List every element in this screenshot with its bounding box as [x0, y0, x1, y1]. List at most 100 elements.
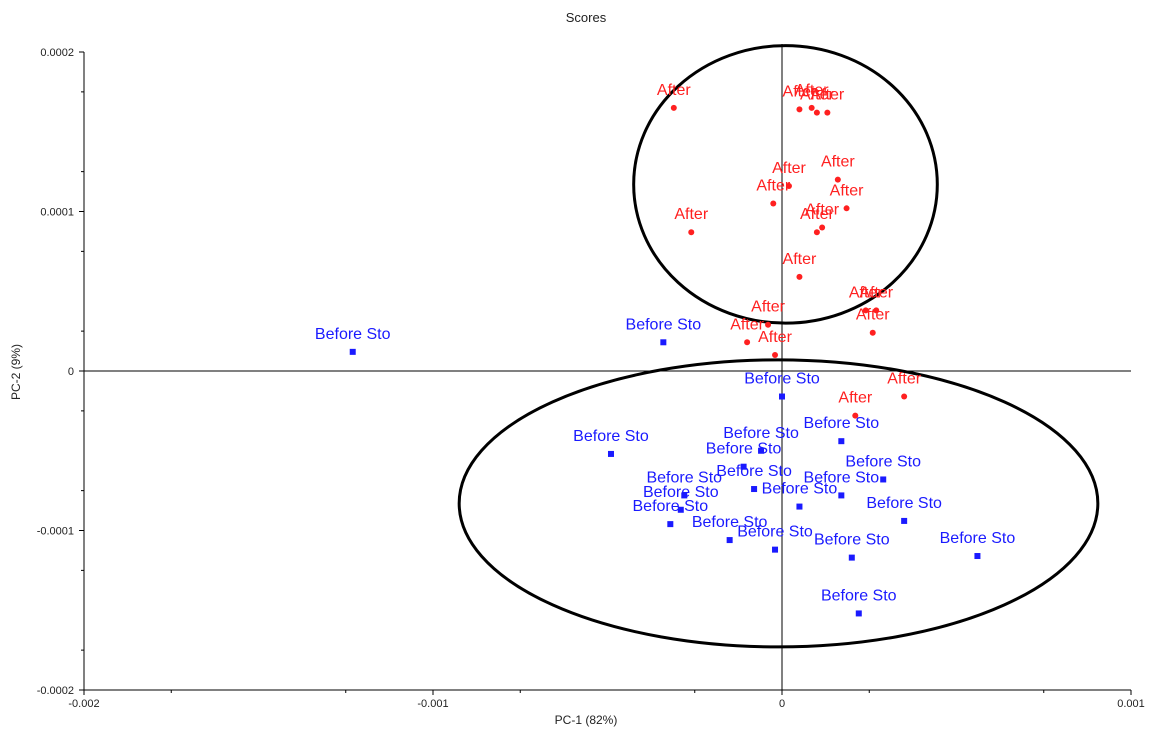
before-point-label: Before Sto	[626, 316, 702, 333]
after-point	[688, 229, 695, 236]
after-point	[770, 200, 777, 207]
after-point-label: After	[800, 206, 834, 223]
axes	[79, 44, 1132, 695]
before-point-label: Before Sto	[716, 463, 792, 480]
after-point	[819, 224, 826, 231]
before-point-label: Before Sto	[315, 326, 391, 343]
after-point-label: After	[730, 316, 764, 333]
after-point-label: After	[800, 87, 834, 104]
before-point-label: Before Sto	[821, 587, 897, 604]
before-point	[779, 393, 785, 400]
after-point	[873, 307, 880, 314]
after-point	[744, 339, 751, 346]
before-point-label: Before Sto	[744, 371, 820, 388]
before-point-label: Before Sto	[804, 415, 880, 432]
x-axis-label: PC-1 (82%)	[555, 713, 618, 727]
before-point	[607, 450, 614, 457]
after-point-label: After	[795, 82, 829, 99]
group-ellipses	[457, 44, 1100, 649]
after-point	[852, 412, 859, 419]
x-tick-label: -0.001	[417, 698, 448, 710]
after-point-label: After	[838, 390, 872, 407]
after-point	[901, 393, 908, 400]
after-point-label: After	[805, 201, 839, 218]
before-point	[758, 447, 765, 454]
before-point-label: Before Sto	[814, 532, 890, 549]
before-point	[751, 486, 758, 493]
after-point	[813, 229, 820, 236]
after-point-label: After	[810, 87, 844, 104]
after-point	[796, 106, 803, 113]
after-point-label: After	[887, 371, 921, 388]
after-point-label: After	[772, 160, 806, 177]
data-points: After AfterAfterAfterAfterAfterAfterAfter…	[315, 82, 1015, 617]
before-point	[667, 521, 674, 528]
before-point-label: Before Sto	[804, 469, 880, 486]
before-point-label: Before Sto	[643, 484, 719, 501]
after-point-label: After	[674, 206, 708, 223]
after-point	[862, 307, 869, 314]
after-point-label: After	[756, 178, 790, 195]
before-point-label: Before Sto	[692, 514, 768, 531]
before-point	[660, 339, 667, 346]
after-point-label: After	[783, 251, 817, 268]
y-tick-label: 0	[68, 366, 74, 378]
y-tick-label: -0.0002	[37, 685, 74, 697]
before-point	[796, 503, 803, 510]
after-point	[796, 273, 803, 280]
chart-title: Scores	[566, 10, 607, 25]
before-point-label: Before Sto	[723, 425, 799, 442]
before-point	[740, 463, 747, 470]
after-point	[772, 352, 779, 359]
after-point-label: After	[849, 284, 883, 301]
before-point	[901, 517, 908, 524]
before-point-label: Before Sto	[866, 495, 942, 512]
after-point-label: After	[821, 154, 855, 171]
after-point-label: After	[783, 83, 817, 100]
before-point	[681, 492, 688, 499]
after-point	[808, 104, 815, 111]
after-point	[843, 205, 850, 212]
after-point	[765, 321, 772, 328]
before-point	[772, 546, 779, 553]
before-point-label: Before Sto	[845, 453, 921, 470]
after-point-label: After	[758, 329, 792, 346]
before-point	[855, 610, 862, 617]
after-point	[869, 329, 876, 336]
y-axis-label: PC-2 (9%)	[9, 344, 23, 400]
y-tick-label: 0.0001	[40, 207, 74, 219]
cluster-ellipse-1	[632, 44, 939, 325]
after-point-label: After	[657, 82, 691, 99]
before-point	[848, 554, 855, 561]
after-point-label: After	[751, 299, 785, 316]
x-tick-label: 0.001	[1117, 698, 1145, 710]
after-point	[813, 109, 820, 116]
after-point	[785, 182, 792, 189]
before-point	[838, 492, 845, 499]
before-point-label: Before Sto	[940, 530, 1016, 547]
cluster-ellipse-2	[457, 358, 1100, 649]
x-tick-label: -0.002	[68, 698, 99, 710]
y-tick-label: 0.0002	[40, 47, 74, 59]
before-point	[349, 348, 356, 355]
after-point	[670, 104, 677, 111]
after-point	[824, 109, 831, 116]
after-point-label: After	[830, 182, 864, 199]
before-point-label: Before Sto	[737, 524, 813, 541]
before-point-label: Before Sto	[633, 498, 709, 515]
before-point	[880, 476, 887, 483]
tick-labels: -0.002 -0.001 0 0.001 -0.0002 -0.0001 0 0.0001 0…	[37, 47, 1145, 710]
after-point-label: After	[856, 307, 890, 324]
before-point-label: Before Sto	[646, 469, 722, 486]
x-tick-label: 0	[779, 698, 785, 710]
before-point	[838, 438, 845, 445]
before-point	[677, 506, 684, 513]
before-point-label: Before Sto	[573, 428, 649, 445]
before-point-label: Before Sto	[706, 441, 782, 458]
y-tick-label: -0.0001	[37, 526, 74, 538]
before-point	[726, 537, 733, 544]
before-point	[974, 553, 981, 560]
after-point	[834, 176, 841, 183]
after-point-label: After	[859, 284, 893, 301]
